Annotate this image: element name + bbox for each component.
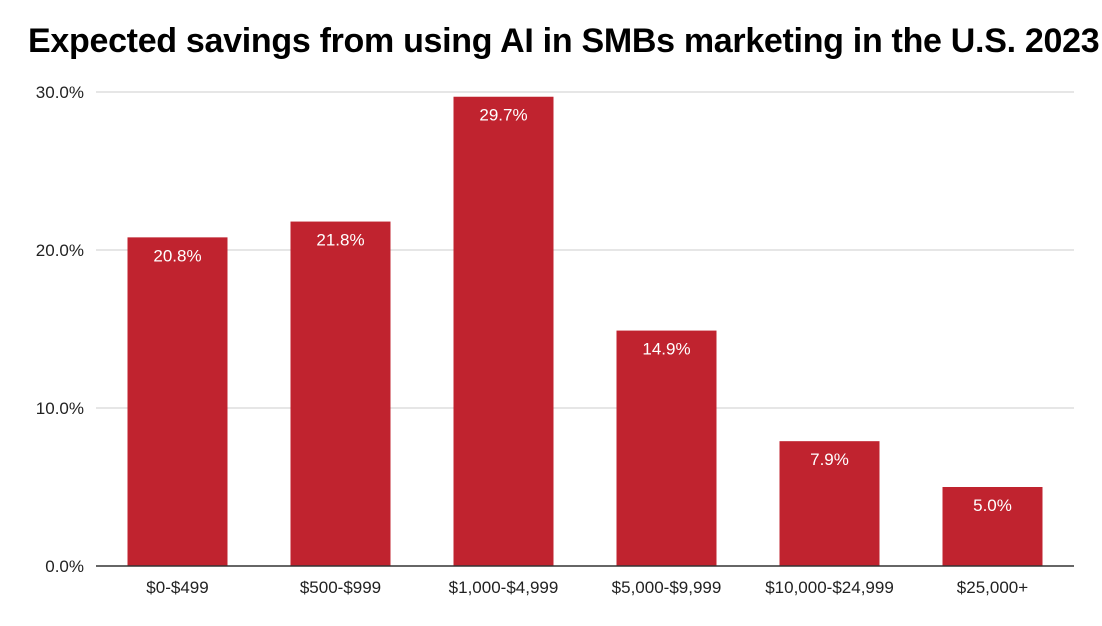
bar [616, 330, 717, 566]
bar [779, 441, 880, 566]
x-tick-label: $5,000-$9,999 [612, 578, 722, 597]
data-label: 20.8% [153, 246, 201, 265]
chart-title: Expected savings from using AI in SMBs m… [28, 22, 1100, 60]
y-tick-label: 20.0% [36, 241, 84, 260]
y-tick-label: 10.0% [36, 399, 84, 418]
data-label: 21.8% [316, 231, 364, 250]
x-tick-label: $1,000-$4,999 [449, 578, 559, 597]
y-tick-label: 30.0% [36, 83, 84, 102]
y-tick-label: 0.0% [45, 557, 84, 576]
data-label: 5.0% [973, 496, 1012, 515]
x-tick-label: $500-$999 [300, 578, 381, 597]
x-tick-label: $25,000+ [957, 578, 1028, 597]
bar [453, 96, 554, 567]
bar [127, 237, 228, 567]
bar [942, 487, 1043, 566]
bar [290, 221, 391, 566]
data-label: 7.9% [810, 450, 849, 469]
x-tick-label: $10,000-$24,999 [765, 578, 894, 597]
data-label: 29.7% [479, 106, 527, 125]
data-label: 14.9% [642, 340, 690, 359]
x-tick-label: $0-$499 [146, 578, 208, 597]
